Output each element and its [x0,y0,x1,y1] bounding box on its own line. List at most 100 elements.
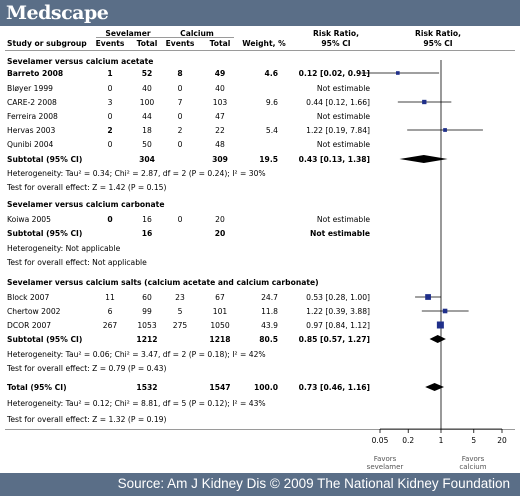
subtotal-diamond [429,335,446,343]
events-calcium: 8 [177,69,183,78]
total-sevelamer: 60 [142,293,152,302]
events-sevelamer: 0 [107,84,113,93]
weight-value: 11.8 [261,307,278,316]
total-label: Total (95% CI) [7,383,67,392]
events-calcium: 0 [177,215,183,224]
favors-left-1: Favors [373,455,397,463]
events-sevelamer: 11 [105,293,115,302]
rr-value: Not estimable [316,84,370,93]
rr-value: 0.12 [0.02, 0.91] [298,69,370,78]
events-calcium: 5 [177,307,183,316]
subtotal-label: Subtotal (95% CI) [7,155,83,164]
events-sevelamer: 1 [107,69,113,78]
group-title: Sevelamer versus calcium acetate [7,57,154,66]
total1-header: Total [136,39,158,48]
rr-value: Not estimable [316,140,370,149]
study-name: Bløyer 1999 [7,84,53,93]
events-sevelamer: 3 [107,98,113,107]
total-sevelamer: 1532 [136,383,158,392]
group1-header: Sevelamer [105,29,151,38]
group2-header: Calcium [180,29,214,38]
events-calcium: 7 [177,98,183,107]
events-sevelamer: 267 [102,321,118,330]
subtotal-label: Subtotal (95% CI) [7,335,83,344]
overall-effect-text: Test for overall effect: Z = 1.42 (P = 0… [7,183,167,192]
total-weight: 100.0 [253,383,278,392]
subtotal-rr: 0.43 [0.13, 1.38] [298,155,370,164]
study-name: CARE-2 2008 [7,98,57,107]
study-marker [443,128,447,132]
weight-value: 5.4 [265,126,278,135]
weight-value: 9.6 [265,98,278,107]
total-calcium: 22 [215,126,225,135]
events-calcium: 0 [177,84,183,93]
rr-text-header-2: 95% CI [321,39,351,48]
heterogeneity-text: Heterogeneity: Tau² = 0.34; Chi² = 2.87,… [7,169,266,178]
total-calcium: 40 [215,84,225,93]
rr-text-header-1: Risk Ratio, [313,29,359,38]
subtotal-rr: Not estimable [310,229,370,238]
total-calcium: 67 [215,293,225,302]
subtotal-calcium: 20 [214,229,226,238]
total-sevelamer: 1053 [137,321,157,330]
study-name: Barreto 2008 [7,69,64,78]
study-col-header: Study or subgroup [7,39,87,48]
study-marker [422,99,427,105]
total-sevelamer: 40 [142,84,152,93]
group-title: Sevelamer versus calcium salts (calcium … [7,278,319,287]
favors-left-2: sevelamer [366,463,404,471]
total-calcium: 101 [212,307,228,316]
medscape-logo[interactable]: Medscape [6,2,109,24]
study-name: Hervas 2003 [7,126,56,135]
rr-plot-header-1: Risk Ratio, [415,29,461,38]
subtotal-calcium: 1218 [209,335,231,344]
rr-value: 0.53 [0.28, 1.00] [306,293,370,302]
rr-value: 0.97 [0.84, 1.12] [306,321,370,330]
rr-plot-header-2: 95% CI [423,39,453,48]
rr-value: 1.22 [0.19, 7.84] [306,126,370,135]
total-calcium: 1547 [209,383,231,392]
subtotal-sevelamer: 16 [141,229,153,238]
weight-value: 24.7 [261,293,278,302]
study-name: DCOR 2007 [7,321,52,330]
heterogeneity-text: Heterogeneity: Tau² = 0.06; Chi² = 3.47,… [7,350,266,359]
events-sevelamer: 0 [107,140,113,149]
rr-value: 0.44 [0.12, 1.66] [306,98,370,107]
total-calcium: 48 [215,140,225,149]
total-calcium: 20 [215,215,225,224]
study-marker [436,321,444,329]
rr-value: Not estimable [316,112,370,121]
events-calcium: 0 [177,112,183,121]
total-sevelamer: 99 [142,307,152,316]
events-sevelamer: 0 [107,215,113,224]
study-name: Block 2007 [7,293,50,302]
subtotal-calcium: 309 [212,155,228,164]
subtotal-weight: 80.5 [259,335,278,344]
total-sevelamer: 18 [142,126,152,135]
total-sevelamer: 44 [142,112,152,121]
x-tick-label: 0.05 [372,436,389,445]
heterogeneity-text: Heterogeneity: Tau² = 0.12; Chi² = 8.81,… [7,399,266,408]
group-title: Sevelamer versus calcium carbonate [7,200,165,209]
events-calcium: 275 [172,321,188,330]
favors-right-1: Favors [461,455,485,463]
total-calcium: 1050 [210,321,230,330]
events-sevelamer: 6 [107,307,113,316]
total-rr: 0.73 [0.46, 1.16] [298,383,370,392]
study-name: Ferreira 2008 [7,112,58,121]
total-sevelamer: 52 [141,69,153,78]
events-sevelamer: 2 [107,126,113,135]
x-tick-label: 20 [497,436,507,445]
study-marker [425,294,431,300]
footer-bar: Source: Am J Kidney Dis © 2009 The Natio… [0,473,520,496]
total-sevelamer: 16 [142,215,152,224]
study-name: Qunibi 2004 [7,140,54,149]
subtotal-sevelamer: 304 [139,155,155,164]
source-citation: Source: Am J Kidney Dis © 2009 The Natio… [117,476,510,491]
events-calcium: 0 [177,140,183,149]
header-rule-top [96,37,234,38]
overall-effect-text: Test for overall effect: Not applicable [7,258,147,267]
study-marker [442,308,448,314]
favors-right-2: calcium [459,463,487,471]
